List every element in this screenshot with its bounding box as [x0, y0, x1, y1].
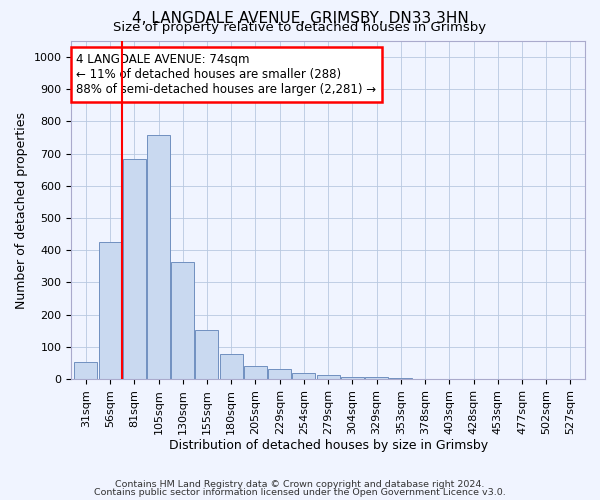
- Bar: [171, 262, 194, 379]
- Bar: [341, 378, 364, 379]
- Bar: [365, 378, 388, 379]
- Bar: [196, 330, 218, 379]
- Text: Contains HM Land Registry data © Crown copyright and database right 2024.: Contains HM Land Registry data © Crown c…: [115, 480, 485, 489]
- Bar: [244, 366, 267, 379]
- Bar: [220, 354, 243, 379]
- Bar: [292, 374, 316, 379]
- Bar: [147, 135, 170, 379]
- Bar: [74, 362, 97, 379]
- Bar: [389, 378, 412, 379]
- Y-axis label: Number of detached properties: Number of detached properties: [15, 112, 28, 308]
- Text: 4, LANGDALE AVENUE, GRIMSBY, DN33 3HN: 4, LANGDALE AVENUE, GRIMSBY, DN33 3HN: [131, 11, 469, 26]
- Text: Contains public sector information licensed under the Open Government Licence v3: Contains public sector information licen…: [94, 488, 506, 497]
- Bar: [123, 158, 146, 379]
- Bar: [268, 369, 291, 379]
- Bar: [317, 375, 340, 379]
- Text: 4 LANGDALE AVENUE: 74sqm
← 11% of detached houses are smaller (288)
88% of semi-: 4 LANGDALE AVENUE: 74sqm ← 11% of detach…: [76, 53, 377, 96]
- Text: Size of property relative to detached houses in Grimsby: Size of property relative to detached ho…: [113, 21, 487, 34]
- X-axis label: Distribution of detached houses by size in Grimsby: Distribution of detached houses by size …: [169, 440, 488, 452]
- Bar: [98, 242, 122, 379]
